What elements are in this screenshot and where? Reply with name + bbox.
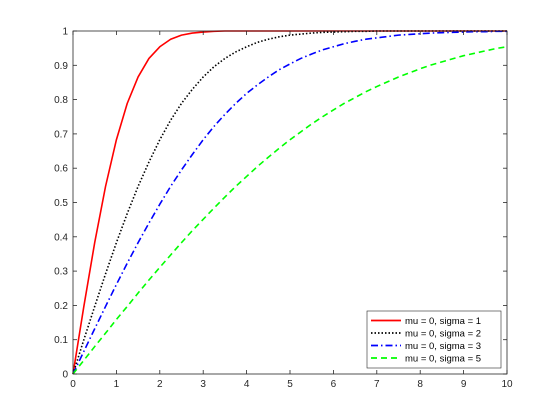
y-tick-label: 0.5 bbox=[54, 198, 68, 209]
x-tick-label: 9 bbox=[461, 379, 467, 390]
x-tick-label: 5 bbox=[287, 379, 293, 390]
x-tick-label: 8 bbox=[417, 379, 423, 390]
x-tick-label: 7 bbox=[374, 379, 380, 390]
legend-label-4: mu = 0, sigma = 5 bbox=[405, 353, 481, 364]
legend-label-2: mu = 0, sigma = 2 bbox=[405, 328, 481, 339]
series-line-4 bbox=[72, 45, 508, 375]
y-tick-label: 0.4 bbox=[54, 232, 68, 243]
x-tick-label: 4 bbox=[244, 379, 250, 390]
y-tick-label: 0 bbox=[62, 370, 68, 381]
x-tick-label: 6 bbox=[331, 379, 337, 390]
series-line-3 bbox=[72, 30, 507, 375]
y-tick-label: 0.8 bbox=[54, 95, 68, 106]
x-tick-label: 0 bbox=[70, 379, 76, 390]
x-tick-label: 2 bbox=[157, 379, 163, 390]
y-tick-label: 0.3 bbox=[54, 267, 68, 278]
y-tick-label: 0.6 bbox=[54, 164, 68, 175]
x-tick-label: 1 bbox=[114, 379, 120, 390]
y-tick-label: 0.7 bbox=[54, 129, 68, 140]
legend-label-1: mu = 0, sigma = 1 bbox=[405, 316, 481, 327]
y-tick-label: 0.2 bbox=[54, 301, 68, 312]
y-tick-label: 1 bbox=[62, 27, 68, 38]
legend-label-3: mu = 0, sigma = 3 bbox=[405, 341, 481, 352]
x-tick-label: 10 bbox=[501, 379, 513, 390]
x-tick-label: 3 bbox=[200, 379, 206, 390]
legend: mu = 0, sigma = 1mu = 0, sigma = 2 mu = 0… bbox=[366, 310, 502, 369]
y-tick-label: 0.9 bbox=[54, 61, 68, 72]
y-tick-label: 0.1 bbox=[54, 335, 68, 346]
axes-layer: 0 1 2 3 4 5 6 7 8 9 10 0 0.1 0.2 0.3 0.4 0.5 0.6 0.7 0.8 0.9… bbox=[54, 27, 513, 391]
